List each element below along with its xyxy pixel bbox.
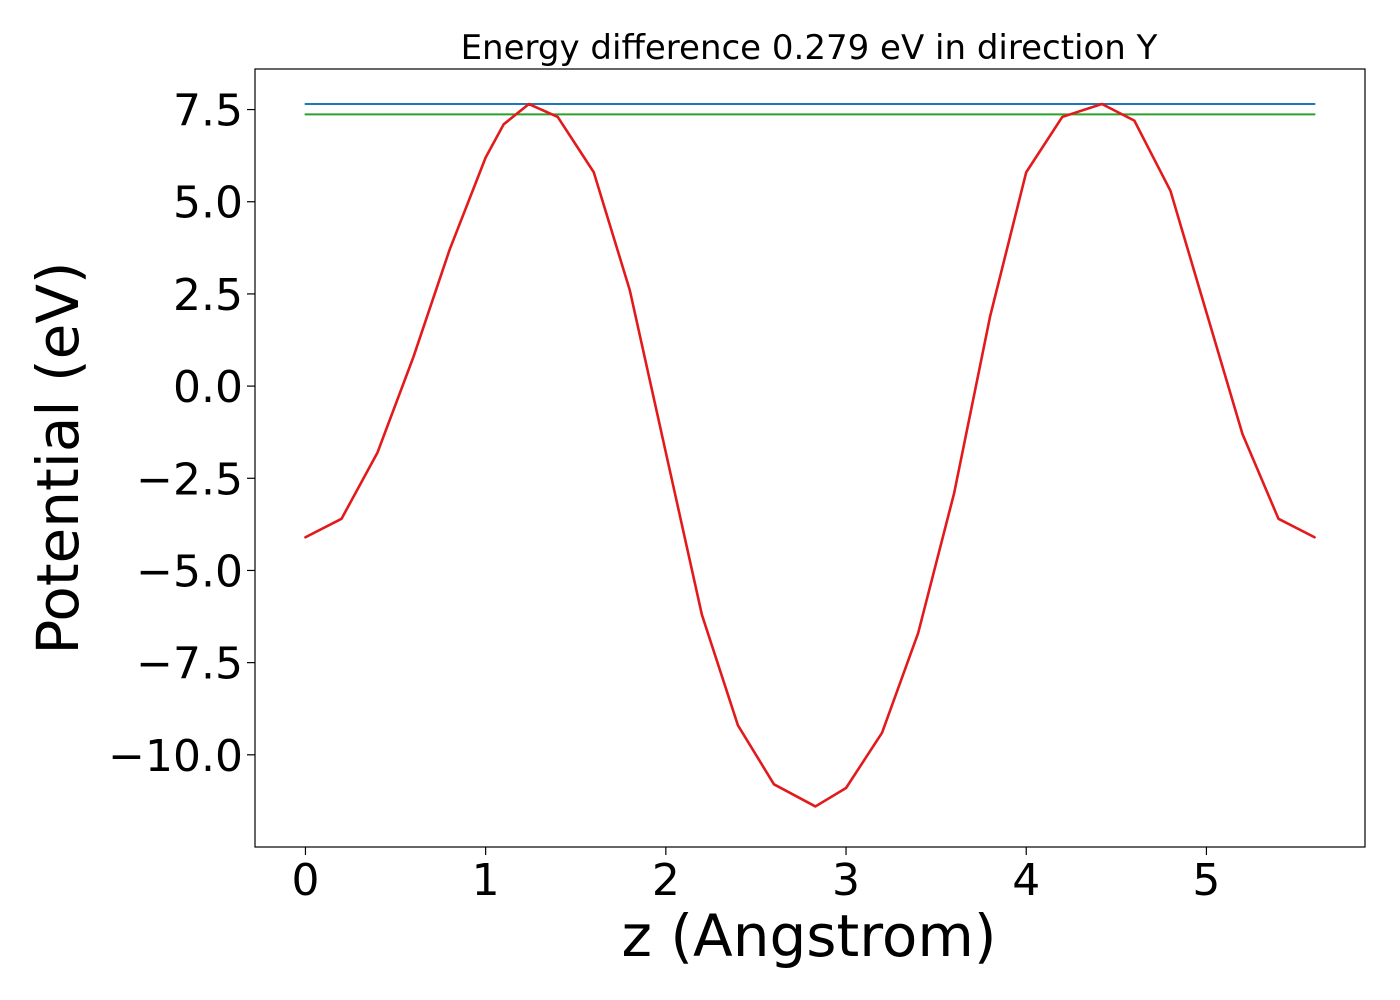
x-tick-label: 0 [291, 855, 319, 906]
y-tick-label: −10.0 [108, 731, 243, 782]
x-tick-label: 4 [1012, 855, 1040, 906]
x-axis: 0 1 2 3 4 5 [291, 847, 1220, 906]
y-tick-label: 7.5 [173, 86, 243, 137]
x-tick-label: 2 [652, 855, 680, 906]
y-axis-label: Potential (eV) [24, 261, 92, 654]
x-tick-label: 1 [472, 855, 500, 906]
y-tick-label: −7.5 [136, 639, 243, 690]
y-axis: 7.5 5.0 2.5 0.0 −2.5 −5.0 −7.5 −10.0 [108, 86, 255, 782]
plot-area [254, 68, 1366, 848]
y-tick-label: 5.0 [173, 178, 243, 229]
potential-curve [304, 102, 1316, 808]
plot-frame [254, 68, 1366, 848]
x-axis-label: z (Angstrom) [622, 902, 997, 970]
y-tick-label: 0.0 [173, 362, 243, 413]
y-tick-label: −2.5 [136, 454, 243, 505]
y-tick-label: −5.0 [136, 546, 243, 597]
chart-title: Energy difference 0.279 eV in direction … [461, 28, 1158, 68]
x-tick-label: 3 [832, 855, 860, 906]
x-tick-label: 5 [1192, 855, 1220, 906]
y-tick-label: 2.5 [173, 270, 243, 321]
series-layer [304, 102, 1316, 808]
